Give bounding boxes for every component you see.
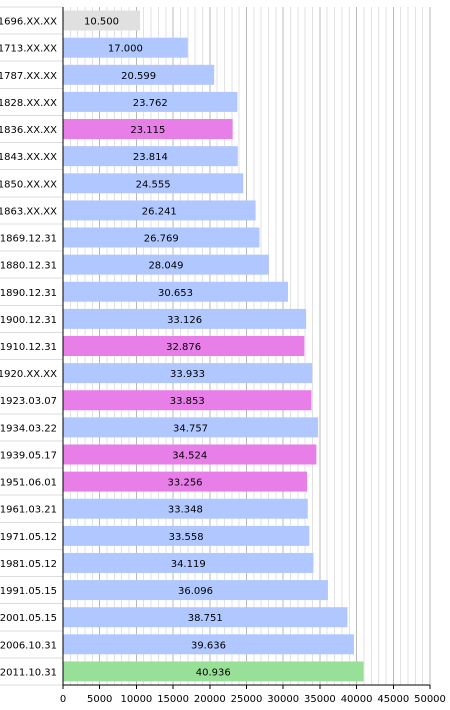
category-label: 1850.XX.XX: [0, 179, 57, 190]
x-axis: 0 5000 10000 15000 20000 25000 30000 35000 40000…: [60, 7, 446, 705]
bar-1880.12.31: [63, 254, 269, 275]
bar-2011.10.31: [63, 661, 364, 682]
category-label: 2011.10.31: [0, 667, 57, 678]
x-tick-label: 40000: [341, 694, 373, 705]
category-label: 1923.03.07: [0, 396, 57, 407]
bar-1850.XX.XX: [63, 173, 244, 194]
bar-1696.XX.XX: [63, 10, 141, 31]
category-label: 1961.03.21: [0, 505, 57, 516]
value-label: 38.751: [188, 613, 223, 624]
category-labels: 1696.XX.XX 1713.XX.XX 1787.XX.XX 1828.XX.XX…: [0, 17, 57, 679]
value-label: 20.599: [121, 71, 156, 82]
category-label: 1890.12.31: [0, 288, 57, 299]
x-tick-label: 5000: [87, 694, 112, 705]
category-label: 1910.12.31: [0, 342, 57, 353]
value-label: 36.096: [178, 586, 213, 597]
value-label: 33.853: [170, 396, 205, 407]
value-label: 28.049: [148, 261, 183, 272]
bar-1934.03.22: [63, 417, 319, 438]
value-label: 33.558: [169, 532, 204, 543]
category-label: 1934.03.22: [0, 423, 57, 434]
bars: 10.500 17.000 20.599 23.762 23.115 23.814 24.5…: [63, 10, 364, 682]
bar-1863.XX.XX: [63, 200, 256, 221]
category-label: 1787.XX.XX: [0, 71, 57, 82]
category-label: 2006.10.31: [0, 640, 57, 651]
value-label: 33.348: [168, 505, 203, 516]
bar-1910.12.31: [63, 336, 305, 356]
x-tick-label: 50000: [414, 694, 446, 705]
category-label: 1828.XX.XX: [0, 98, 57, 109]
category-label: 1900.12.31: [0, 315, 57, 326]
value-label: 17.000: [108, 44, 143, 55]
bar-1869.12.31: [63, 227, 260, 248]
category-label: 1863.XX.XX: [0, 206, 57, 217]
bar-2006.10.31: [63, 634, 354, 655]
bar-1981.05.12: [63, 552, 314, 573]
bar-1828.XX.XX: [63, 91, 238, 112]
x-tick-label: 25000: [231, 694, 263, 705]
category-label: 1920.XX.XX: [0, 369, 57, 380]
value-label: 26.769: [144, 234, 179, 245]
value-label: 23.762: [133, 98, 168, 109]
value-label: 34.524: [172, 450, 207, 461]
bar-1900.12.31: [63, 308, 307, 329]
value-label: 34.757: [173, 423, 208, 434]
category-label: 1869.12.31: [0, 234, 57, 245]
category-label: 1939.05.17: [0, 450, 57, 461]
bar-1923.03.07: [63, 390, 312, 411]
value-label: 23.115: [130, 125, 165, 136]
x-tick-label: 10000: [120, 694, 152, 705]
value-label: 40.936: [196, 667, 231, 678]
value-label: 33.933: [170, 369, 205, 380]
bar-1951.06.01: [63, 471, 308, 492]
value-label: 26.241: [142, 206, 177, 217]
value-label: 33.126: [167, 315, 202, 326]
category-label: 1991.05.15: [0, 586, 57, 597]
x-tick-label: 35000: [304, 694, 336, 705]
value-label: 24.555: [136, 179, 171, 190]
value-label: 30.653: [158, 288, 193, 299]
value-label: 34.119: [171, 559, 206, 570]
category-label: 1951.06.01: [0, 478, 57, 489]
value-label: 33.256: [168, 478, 203, 489]
bar-1787.XX.XX: [63, 64, 215, 85]
x-tick-label: 45000: [377, 694, 409, 705]
bar-1836.XX.XX: [63, 119, 233, 140]
x-tick-label: 15000: [157, 694, 189, 705]
bar-1890.12.31: [63, 281, 288, 302]
category-label: 1843.XX.XX: [0, 152, 57, 163]
category-label: 2001.05.15: [0, 613, 57, 624]
bar-2001.05.15: [63, 607, 348, 628]
bar-1713.XX.XX: [63, 37, 188, 58]
category-label: 1981.05.12: [0, 559, 57, 570]
category-label: 1836.XX.XX: [0, 125, 57, 136]
x-tick-label: 20000: [194, 694, 226, 705]
value-label: 23.814: [133, 152, 168, 163]
category-label: 1880.12.31: [0, 261, 57, 272]
bar-1939.05.17: [63, 444, 317, 465]
value-label: 39.636: [191, 640, 226, 651]
value-label: 10.500: [84, 17, 119, 28]
bar-1961.03.21: [63, 498, 308, 519]
bar-1843.XX.XX: [63, 146, 238, 167]
bar-1920.XX.XX: [63, 363, 313, 384]
x-tick-label: 30000: [267, 694, 299, 705]
x-tick-label: 0: [60, 694, 66, 705]
bar-1991.05.15: [63, 580, 328, 601]
category-label: 1971.05.12: [0, 532, 57, 543]
bar-1971.05.12: [63, 525, 310, 546]
category-label: 1696.XX.XX: [0, 17, 57, 28]
category-label: 1713.XX.XX: [0, 44, 57, 55]
value-label: 32.876: [166, 342, 201, 353]
